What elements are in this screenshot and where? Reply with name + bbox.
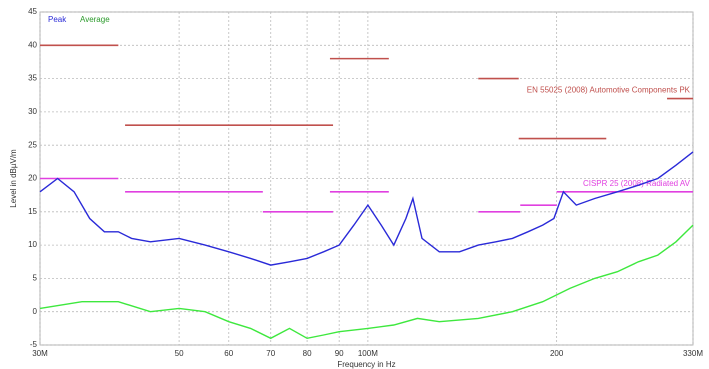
x-tick-label: 100M xyxy=(358,349,378,358)
y-tick-label: 40 xyxy=(28,40,37,49)
x-tick-label: 70 xyxy=(266,349,275,358)
y-tick-label: 45 xyxy=(28,7,37,16)
y-axis-label: Level in dBµV/m xyxy=(9,149,18,208)
y-tick-label: 30 xyxy=(28,107,37,116)
x-tick-label: 30M xyxy=(32,349,48,358)
y-tick-label: 10 xyxy=(28,240,37,249)
x-tick-label: 60 xyxy=(224,349,233,358)
trace xyxy=(39,224,694,340)
y-tick-label: 0 xyxy=(33,307,38,316)
legend-entry: Average xyxy=(80,15,110,24)
x-tick-label: 50 xyxy=(175,349,184,358)
trace xyxy=(39,151,694,266)
x-tick-label: 200 xyxy=(550,349,564,358)
y-tick-label: 5 xyxy=(33,274,38,283)
limit-label: EN 55025 (2008) Automotive Components PK xyxy=(527,86,691,95)
x-tick-label: 90 xyxy=(335,349,344,358)
limit-label: CISPR 25 (2008) Radiated AV xyxy=(583,179,691,188)
x-tick-label: 330M xyxy=(683,349,703,358)
x-tick-label: 80 xyxy=(303,349,312,358)
y-tick-label: 25 xyxy=(28,140,37,149)
y-tick-label: -5 xyxy=(30,340,38,349)
legend-entry: Peak xyxy=(48,15,67,24)
x-axis-label: Frequency in Hz xyxy=(337,360,395,369)
y-tick-label: 20 xyxy=(28,174,37,183)
y-tick-label: 15 xyxy=(28,207,37,216)
y-tick-label: 35 xyxy=(28,74,37,83)
